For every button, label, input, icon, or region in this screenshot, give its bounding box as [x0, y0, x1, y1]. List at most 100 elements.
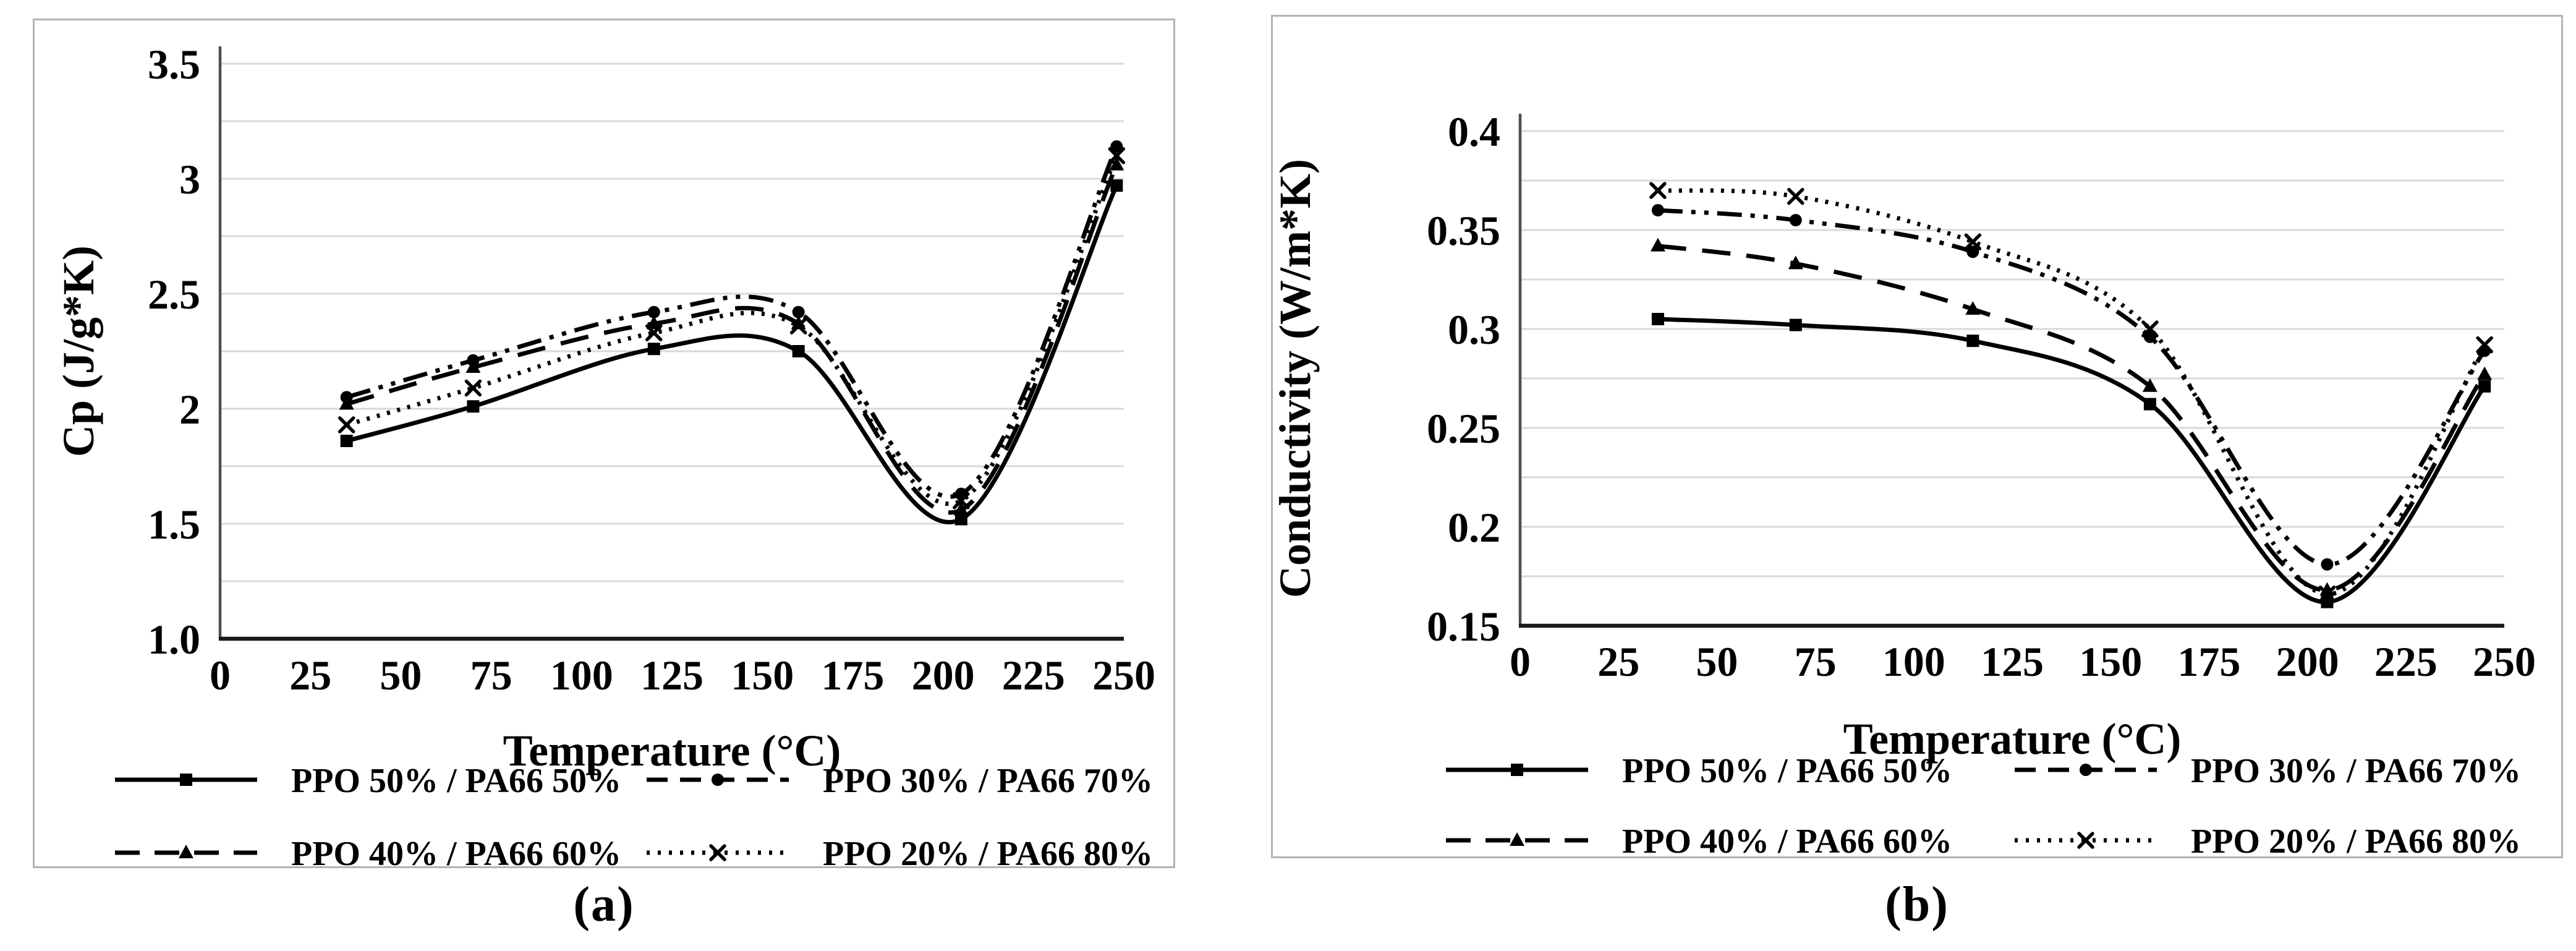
x-tick-label: 150 [2079, 638, 2142, 685]
legend-label: PPO 50% / PA66 50% [291, 762, 621, 800]
series-marker-1 [1109, 156, 1124, 171]
series-marker-3 [1108, 147, 1126, 164]
series-marker-1 [2142, 378, 2157, 392]
series-line-1 [346, 164, 1119, 515]
series-marker-0 [340, 435, 353, 448]
gridlines [1520, 130, 2504, 578]
series-marker-1 [646, 315, 661, 330]
x-tick-label: 100 [1882, 638, 1945, 685]
series-marker-0 [1789, 318, 1802, 331]
y-tick-label: 0.25 [1427, 405, 1500, 452]
y-tick-label: 2.5 [148, 271, 200, 318]
series-marker-3 [953, 492, 970, 510]
y-axis-title: Cp (J/g*K) [54, 245, 103, 457]
series-marker-3 [1649, 182, 1667, 199]
series-marker-0 [954, 513, 967, 526]
x-tick-labels: 0 25 50 75 100 125 150 175 200 225 250 [210, 652, 1155, 699]
series-marker-3 [2141, 320, 2159, 338]
y-tick-label: 0.4 [1448, 108, 1500, 155]
x-tick-label: 150 [731, 652, 794, 699]
series-marker-0 [647, 343, 660, 356]
x-tick-label: 50 [380, 652, 422, 699]
series-marker-1 [2477, 366, 2493, 380]
x-tick-label: 125 [1981, 638, 2044, 685]
legend-marker-sample [1511, 764, 1523, 776]
x-axis-title: Temperature (°C) [503, 726, 841, 775]
x-tick-label: 175 [2177, 638, 2240, 685]
x-tick-label: 250 [1092, 652, 1155, 699]
series-marker-3 [2318, 586, 2336, 603]
series-marker-3 [789, 317, 807, 335]
legend-label: PPO 30% / PA66 70% [823, 762, 1153, 800]
series-marker-1 [953, 501, 969, 516]
y-tick-label: 0.35 [1427, 207, 1500, 254]
legend-marker-sample [180, 774, 192, 786]
y-tick-label: 2 [179, 386, 200, 433]
legend-marker-sample [712, 774, 724, 786]
x-axis-title: Temperature (°C) [1843, 714, 2182, 764]
x-tick-label: 125 [640, 652, 704, 699]
x-tick-label: 225 [1002, 652, 1065, 699]
legend-label: PPO 30% / PA66 70% [2191, 752, 2521, 790]
y-tick-label: 1.0 [148, 616, 200, 663]
series-marker-3 [338, 416, 355, 433]
x-tick-label: 75 [1795, 638, 1837, 685]
x-tick-label: 100 [550, 652, 613, 699]
series-marker-1 [1650, 237, 1665, 252]
y-axis-title: Conductivity (W/m*K) [1273, 159, 1320, 598]
figure-panel-b: 0.15 0.2 0.25 0.3 0.35 0.4 0 25 50 75 100 125 150 175… [1271, 15, 2563, 858]
series-marker-1 [1965, 301, 1981, 315]
series-marker-0 [467, 400, 480, 413]
legend-label: PPO 50% / PA66 50% [1622, 752, 1952, 790]
y-tick-label: 0.15 [1427, 603, 1500, 650]
caption-a: (a) [573, 877, 635, 932]
series-line-2 [1657, 208, 2486, 567]
x-tick-label: 25 [1597, 638, 1639, 685]
x-tick-label: 250 [2473, 638, 2536, 685]
legend: PPO 50% / PA66 50% PPO 40% / PA66 60% PPO … [1446, 752, 2521, 856]
legend-label: PPO 20% / PA66 80% [2191, 822, 2521, 856]
x-tick-label: 175 [821, 652, 884, 699]
legend-marker-sample [2077, 832, 2094, 849]
x-tick-label: 0 [210, 652, 231, 699]
legend-marker-sample [709, 844, 726, 861]
y-tick-labels: 1.0 1.5 2 2.5 3 3.5 [148, 41, 200, 663]
y-tick-label: 0.3 [1448, 306, 1500, 353]
legend-marker-sample [179, 845, 193, 858]
y-tick-label: 3 [179, 156, 200, 203]
x-tick-labels: 0 25 50 75 100 125 150 175 200 225 250 [1510, 638, 2536, 685]
y-tick-label: 3.5 [148, 41, 200, 88]
series-marker-2 [1789, 214, 1802, 226]
x-tick-label: 0 [1510, 638, 1531, 685]
series-marker-0 [1966, 335, 1979, 348]
x-tick-label: 75 [470, 652, 512, 699]
series-marker-2 [1110, 140, 1123, 153]
gridlines [220, 62, 1124, 582]
series-line-3 [346, 155, 1119, 506]
x-tick-label: 200 [912, 652, 975, 699]
y-tick-label: 0.2 [1448, 504, 1500, 551]
series-marker-3 [645, 324, 663, 341]
series-line-0 [1657, 317, 2486, 605]
series-marker-2 [467, 354, 480, 367]
caption-b: (b) [1885, 877, 1949, 932]
series-marker-1 [1788, 255, 1803, 270]
series-marker-2 [1651, 204, 1664, 216]
chart-a-canvas: 1.0 1.5 2 2.5 3 3.5 0 25 50 75 100 125 150 175 200 225 2… [54, 41, 1155, 866]
series-marker-0 [2143, 398, 2156, 411]
legend-marker-sample [1510, 832, 1524, 846]
figure-panel-a: 1.0 1.5 2 2.5 3 3.5 0 25 50 75 100 125 150 175 200 225 2… [33, 19, 1175, 868]
series-marker-0 [1110, 179, 1123, 192]
series-marker-2 [1966, 245, 1979, 258]
series-marker-2 [340, 391, 353, 404]
x-tick-label: 225 [2374, 638, 2438, 685]
legend-label: PPO 20% / PA66 80% [823, 835, 1153, 866]
legend: PPO 50% / PA66 50% PPO 40% / PA66 60% PPO … [115, 762, 1153, 866]
legend-marker-sample [2080, 764, 2092, 776]
series-line-1 [1657, 244, 2486, 592]
series-marker-3 [1787, 187, 1804, 205]
x-tick-label: 50 [1696, 638, 1738, 685]
series-marker-2 [2321, 558, 2334, 571]
series-line-3 [1657, 188, 2487, 597]
